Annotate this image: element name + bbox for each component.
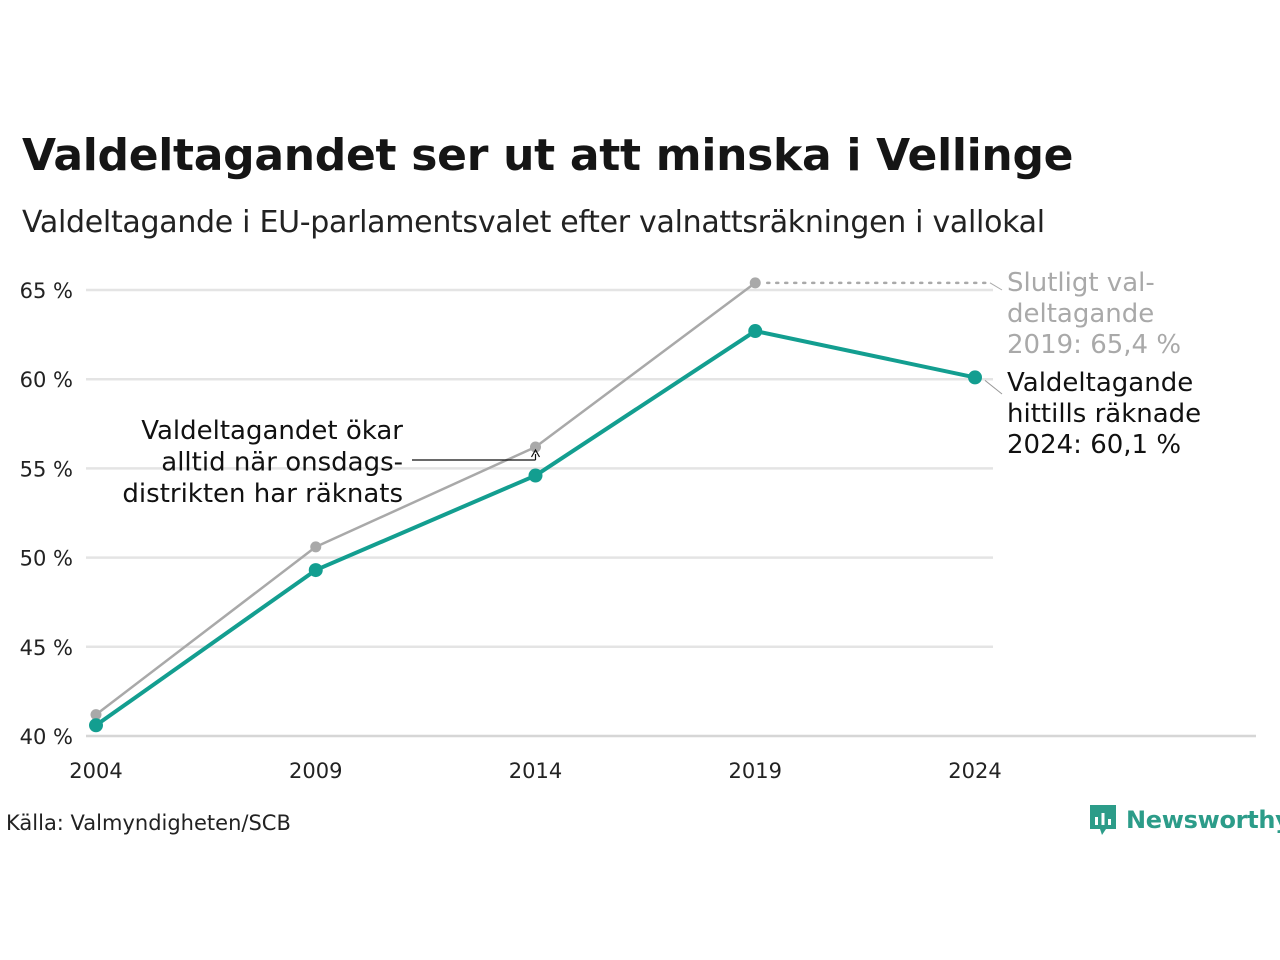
series-line-valnatt (94, 329, 976, 727)
series-lines (89, 277, 982, 733)
data-point-slutligt (90, 709, 102, 721)
x-tick-label: 2009 (289, 759, 342, 783)
newsworthy-logo: Newsworthy (1088, 803, 1280, 837)
increase-note-arrow-head (530, 448, 541, 458)
x-tick-label: 2014 (509, 759, 562, 783)
increase-note-label: Valdeltagandet ökar alltid när onsdags-di… (122, 416, 403, 509)
count-2024-label: Valdeltagande hittills räknade 2024: 60,1 … (1007, 368, 1201, 460)
data-point-slutligt (530, 441, 541, 453)
data-point-valnatt (748, 324, 763, 339)
y-tick-label: 65 % (20, 279, 73, 303)
y-tick-label: 50 % (20, 547, 73, 571)
x-tick-label: 2004 (69, 759, 122, 783)
chart-title: Valdeltagandet ser ut att minska i Velli… (22, 130, 1074, 181)
final-2019-label: Slutligt val-deltagande 2019: 65,4 % (1007, 268, 1181, 360)
x-tick-label: 2019 (729, 759, 782, 783)
data-point-valnatt (528, 468, 543, 483)
newsworthy-logo-text: Newsworthy (1126, 806, 1280, 834)
newsworthy-logo-icon (1090, 805, 1116, 835)
data-point-slutligt (749, 277, 761, 289)
y-axis-tick-labels: 40 % 45 % 50 % 55 % 60 % 65 % (20, 279, 73, 749)
y-tick-label: 45 % (20, 636, 73, 660)
data-point-valnatt (308, 563, 323, 578)
x-tick-label: 2024 (948, 759, 1001, 783)
chart-subtitle: Valdeltagande i EU-parlamentsvalet efter… (22, 205, 1045, 240)
y-tick-label: 40 % (20, 725, 73, 749)
count-2024-leader (984, 380, 1003, 395)
x-axis-tick-labels: 2004 2009 2014 2019 2024 (69, 759, 1001, 783)
source-note: Källa: Valmyndigheten/SCB (6, 811, 291, 835)
grid-lines (86, 288, 1256, 738)
data-point-valnatt (968, 370, 982, 385)
y-tick-label: 60 % (20, 368, 73, 392)
data-point-slutligt (310, 541, 322, 553)
data-point-valnatt (89, 718, 103, 733)
series-line-slutligt (95, 281, 756, 716)
final-2019-leader-tick (989, 282, 1003, 291)
annotations: Slutligt val-deltagande 2019: 65,4 %Valde… (122, 268, 1201, 509)
y-tick-label: 55 % (20, 457, 73, 481)
